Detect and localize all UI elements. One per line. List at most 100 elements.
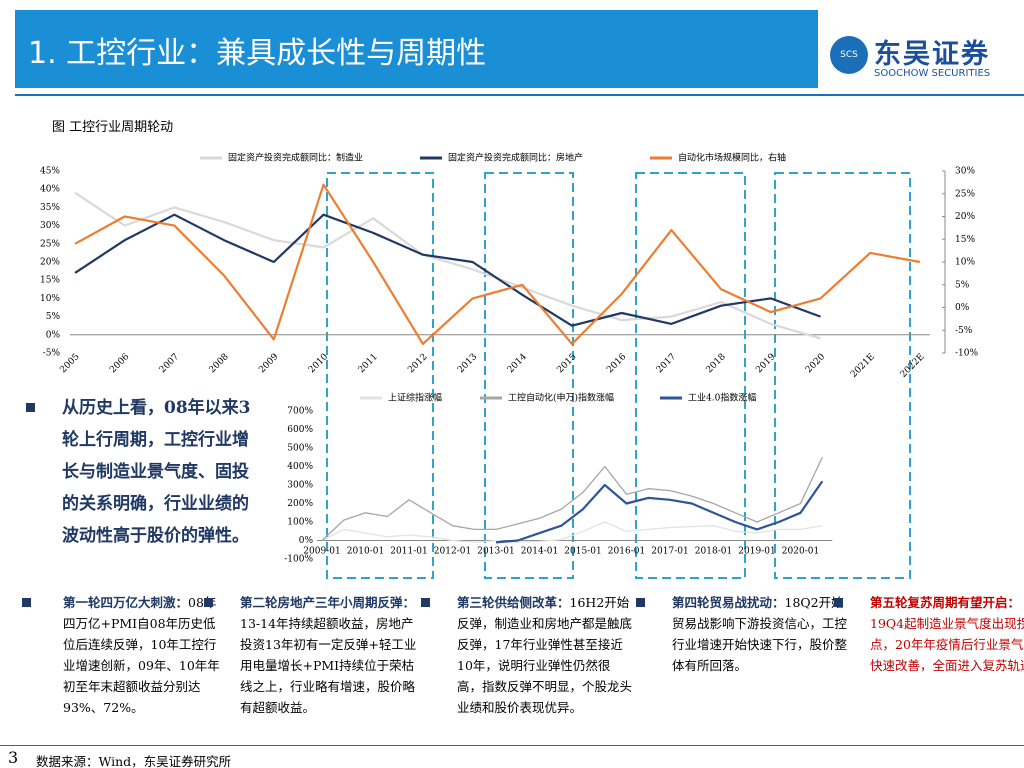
- series-line: [74, 213, 821, 327]
- series-line: [321, 457, 823, 541]
- figure-caption: 图 工控行业周期轮动: [52, 120, 174, 135]
- x-tick-label: 2017: [655, 352, 678, 375]
- x-tick-label: 2017-01: [651, 547, 688, 557]
- footer-source: 数据来源：Wind，东吴证券研究所: [36, 754, 232, 768]
- period-boxes: [326, 172, 911, 579]
- x-tick-label: 2005: [58, 352, 81, 375]
- x-tick-label: 2010-01: [347, 547, 384, 557]
- logo-en: SOOCHOW SECURITIES: [874, 68, 991, 79]
- round-title: 第一轮四万亿大刺激：: [63, 595, 189, 610]
- round-title: 第三轮供给侧改革：: [457, 595, 570, 610]
- footer-rule: [0, 745, 1024, 746]
- period-box: [774, 172, 911, 579]
- x-tick-label: 2022E: [899, 352, 927, 380]
- y-tick-label: 0%: [299, 536, 314, 546]
- page-number: 3: [8, 748, 19, 767]
- bullet: [834, 598, 843, 607]
- x-tick-label: 2018: [705, 352, 728, 375]
- y-tick-label: 300%: [287, 481, 313, 491]
- round: 第四轮贸易战扰动：18Q2开始贸易战影响下游投资信心，工控行业增速开始快速下行，…: [672, 592, 850, 676]
- period-box: [326, 172, 434, 579]
- round-body: 18Q2开始贸易战影响下游投资信心，工控行业增速开始快速下行，股价整体有所回落。: [672, 595, 848, 673]
- y-tick-label: 20%: [40, 258, 60, 268]
- summary: 从历史上看，08年以来3轮上行周期，工控行业增长与制造业景气度、固投的关系明确，…: [62, 398, 251, 546]
- y-tick-label: 40%: [40, 185, 60, 195]
- x-tick-label: 2020: [804, 352, 827, 375]
- x-tick-label: 2014-01: [521, 547, 558, 557]
- legend-label: 固定资产投资完成额同比：房地产: [448, 152, 583, 164]
- y2-tick-label: 15%: [955, 235, 975, 245]
- y-tick-label: -100%: [284, 555, 313, 565]
- x-tick-label: 2015: [555, 352, 578, 375]
- bullet: [22, 598, 31, 607]
- series-line: [495, 480, 824, 544]
- legend-label: 自动化市场规模同比，右轴: [678, 152, 786, 164]
- x-tick-label: 2016: [605, 352, 628, 375]
- bullet: [204, 598, 213, 607]
- logo-mark: SCS: [830, 36, 868, 74]
- y-tick-label: 100%: [287, 518, 313, 528]
- x-tick-label: 2018-01: [695, 547, 732, 557]
- header-bar: [15, 10, 818, 88]
- round: 第一轮四万亿大刺激：08年四万亿+PMI自08年历史低位后连续反弹，10年工控行…: [63, 592, 223, 718]
- x-tick-label: 2012: [406, 352, 429, 375]
- x-tick-label: 2006: [108, 352, 131, 375]
- legend-label: 工控自动化(申万)指数涨幅: [508, 392, 614, 404]
- y-tick-label: 25%: [40, 239, 60, 249]
- y-tick-label: 600%: [287, 425, 313, 435]
- y-tick-label: 10%: [40, 294, 60, 304]
- y2-tick-label: 25%: [955, 189, 975, 199]
- y-tick-label: 0%: [46, 330, 61, 340]
- series-line: [74, 183, 921, 345]
- y-tick-label: -5%: [43, 349, 61, 359]
- period-box: [635, 172, 746, 579]
- x-tick-label: 2012-01: [434, 547, 471, 557]
- round: 第三轮供给侧改革：16H2开始反弹，制造业和房地产都是触底反弹，17年行业弹性甚…: [457, 592, 635, 718]
- x-tick-label: 2007: [158, 352, 181, 375]
- series-line: [321, 521, 823, 544]
- x-tick-label: 2021E: [849, 352, 877, 380]
- round: 第二轮房地产三年小周期反弹： 13-14年持续超额收益，房地产投资13年初有一定反…: [240, 592, 418, 718]
- header-rule: [15, 94, 1024, 96]
- header-title: 1. 工控行业：兼具成长性与周期性: [28, 36, 487, 71]
- period-box: [484, 172, 574, 579]
- y-tick-label: 5%: [46, 312, 61, 322]
- y2-tick-label: 5%: [955, 280, 970, 290]
- y2-tick-label: 30%: [955, 167, 975, 177]
- legend-label: 工业4.0指数涨幅: [688, 392, 756, 404]
- y-tick-label: 15%: [40, 276, 60, 286]
- x-tick-label: 2013-01: [477, 547, 514, 557]
- x-tick-label: 2016-01: [608, 547, 645, 557]
- y2-tick-label: -10%: [955, 349, 978, 359]
- bullet: [421, 598, 430, 607]
- y-tick-label: 30%: [40, 221, 60, 231]
- x-tick-label: 2015-01: [564, 547, 601, 557]
- round: 第五轮复苏周期有望开启： 19Q4起制造业景气度出现拐点，20年年疫情后行业景气度…: [870, 592, 1024, 676]
- x-tick-label: 2011: [357, 352, 380, 375]
- x-tick-label: 2014: [506, 352, 529, 375]
- round-body: 19Q4起制造业景气度出现拐点，20年年疫情后行业景气度快速改善，全面进入复苏轨…: [870, 616, 1024, 673]
- round-title: 第五轮复苏周期有望开启：: [870, 595, 1021, 610]
- round-body: 08年四万亿+PMI自08年历史低位后连续反弹，10年工控行业增速创新，09年、…: [63, 595, 220, 715]
- round-body: 16H2开始反弹，制造业和房地产都是触底反弹，17年行业弹性甚至接近10年，说明…: [457, 595, 633, 715]
- x-tick-label: 2009: [257, 352, 280, 375]
- y-tick-label: 200%: [287, 499, 313, 509]
- y2-tick-label: 20%: [955, 212, 975, 222]
- x-tick-label: 2008: [208, 352, 231, 375]
- series-line: [74, 191, 821, 340]
- round-title: 第四轮贸易战扰动：: [672, 595, 785, 610]
- y-tick-label: 400%: [287, 462, 313, 472]
- legend-label: 上证综指涨幅: [388, 392, 442, 404]
- y-tick-label: 500%: [287, 444, 313, 454]
- y2-tick-label: -5%: [955, 326, 973, 336]
- bullet: [26, 403, 35, 412]
- x-tick-label: 2019-01: [738, 547, 775, 557]
- x-tick-label: 2009-01: [303, 547, 340, 557]
- x-tick-label: 2011-01: [390, 547, 427, 557]
- y-tick-label: 35%: [40, 203, 60, 213]
- y2-tick-label: 10%: [955, 258, 975, 268]
- y2-tick-label: 0%: [955, 303, 970, 313]
- y-tick-label: 700%: [287, 407, 313, 417]
